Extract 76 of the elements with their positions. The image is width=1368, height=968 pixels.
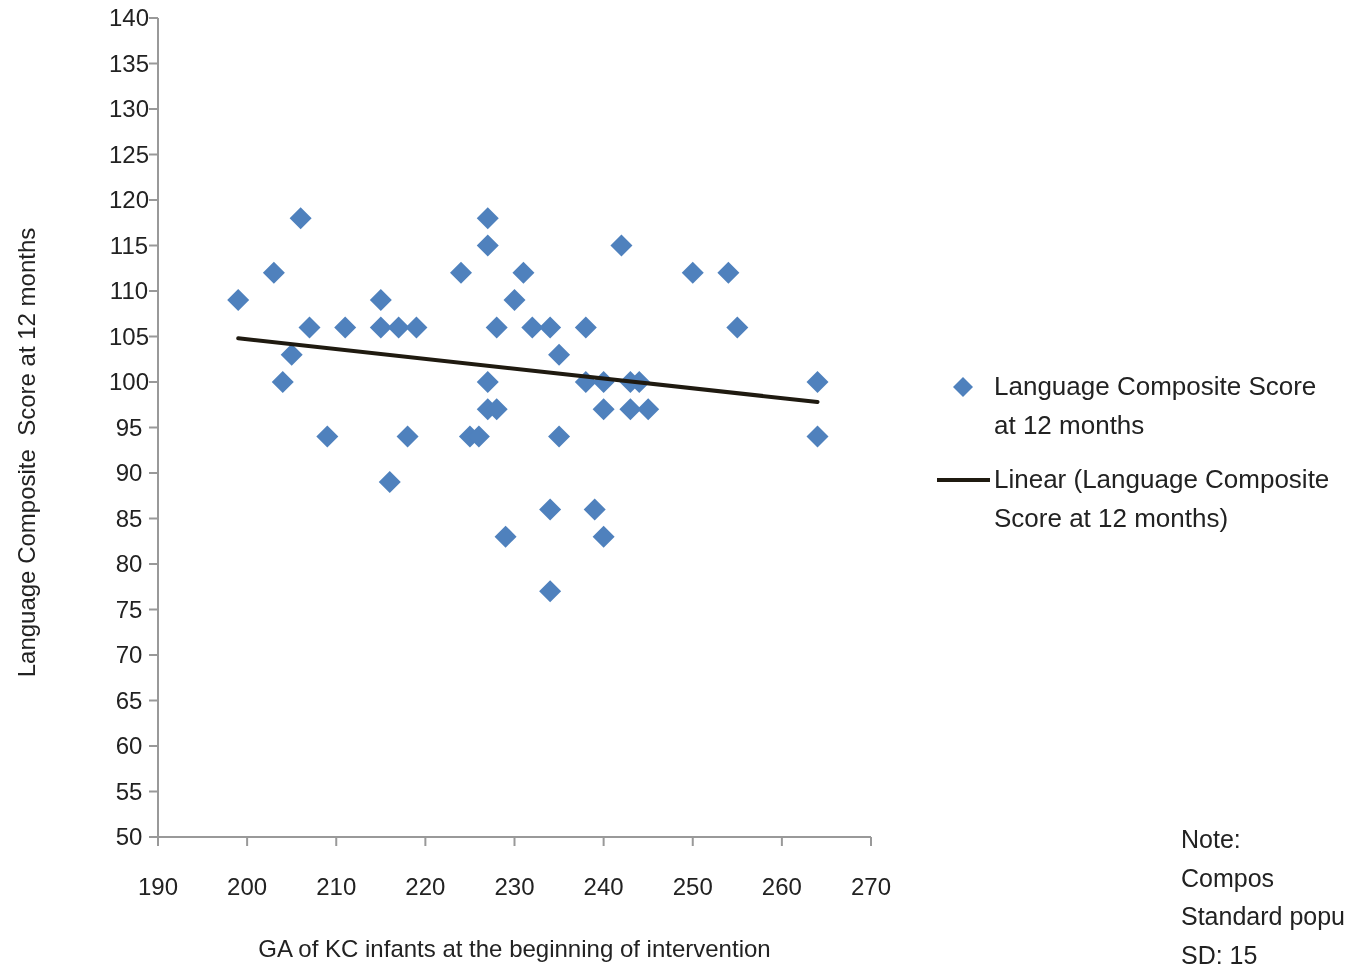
y-tick-label: 50 — [115, 823, 143, 851]
point — [539, 316, 562, 339]
point — [574, 316, 597, 339]
y-tick-label: 110 — [109, 277, 149, 305]
point — [619, 398, 642, 421]
point — [806, 425, 829, 448]
point — [726, 316, 749, 339]
point — [637, 398, 660, 421]
y-tick-label: 60 — [115, 732, 143, 760]
point — [717, 261, 740, 284]
point — [476, 234, 499, 257]
point — [369, 316, 392, 339]
point — [806, 371, 829, 393]
text: Note: — [1181, 825, 1241, 853]
y-tick-label: 130 — [108, 95, 150, 123]
y-tick-label: 70 — [115, 641, 143, 669]
y-tick-label: 115 — [109, 231, 149, 259]
point — [271, 371, 294, 393]
point — [476, 371, 499, 393]
y-tick-label: 105 — [108, 322, 150, 350]
text: Standard popu — [1181, 902, 1346, 930]
legend-label: Language Composite Score at 12 months — [994, 371, 1317, 440]
point — [592, 398, 615, 421]
point — [548, 425, 571, 448]
y-tick-label: 55 — [115, 777, 143, 805]
point — [476, 207, 499, 230]
y-axis-title: Language Composite Score at 12 months — [13, 227, 40, 678]
point — [548, 343, 571, 366]
point — [227, 289, 250, 312]
point — [369, 289, 392, 312]
point — [298, 316, 321, 339]
y-tick-label: 135 — [108, 49, 150, 77]
point — [610, 234, 633, 257]
point — [583, 498, 606, 521]
y-tick-label: 140 — [108, 4, 150, 32]
point — [334, 316, 357, 339]
text: SD: 15 — [1181, 940, 1258, 968]
y-tick-label: 90 — [115, 459, 143, 487]
y-tick-label: 95 — [115, 413, 143, 441]
point — [503, 289, 526, 312]
point — [521, 316, 544, 339]
point — [485, 316, 508, 339]
x-axis-title: GA of KC infants at the beginning of intervention — [258, 935, 771, 962]
point — [494, 525, 517, 548]
x-tick-label: 200 — [227, 873, 268, 900]
x-tick-label: 240 — [583, 873, 624, 900]
y-tick-label: 100 — [108, 368, 150, 396]
point — [539, 498, 562, 521]
y-tick-label: 80 — [115, 550, 143, 578]
point — [396, 425, 419, 448]
point — [289, 207, 312, 230]
x-tick-label: 230 — [494, 873, 535, 900]
y-tick-label: 75 — [115, 595, 143, 623]
point — [316, 425, 339, 448]
x-tick-label: 210 — [316, 873, 357, 900]
point — [592, 525, 615, 548]
y-tick-label: 125 — [108, 140, 150, 168]
y-tick-label: 120 — [108, 186, 150, 214]
y-tick-label: 65 — [115, 686, 143, 714]
x-tick-label: 270 — [850, 873, 892, 900]
y-tick-label: 85 — [115, 504, 143, 532]
x-tick-label: 220 — [405, 873, 446, 900]
point — [450, 261, 473, 284]
point — [539, 580, 562, 603]
point — [512, 261, 535, 284]
legend-label: Linear (Language Composite Score at 12 months) — [994, 464, 1330, 533]
text: Compos — [1181, 863, 1275, 892]
x-tick-label: 260 — [761, 873, 802, 900]
x-tick-label: 250 — [672, 873, 713, 900]
point — [387, 316, 410, 339]
point — [405, 316, 428, 339]
x-tick-label: 190 — [137, 873, 179, 900]
point — [280, 343, 303, 366]
point — [681, 261, 704, 284]
point — [262, 261, 285, 284]
point — [378, 471, 401, 494]
